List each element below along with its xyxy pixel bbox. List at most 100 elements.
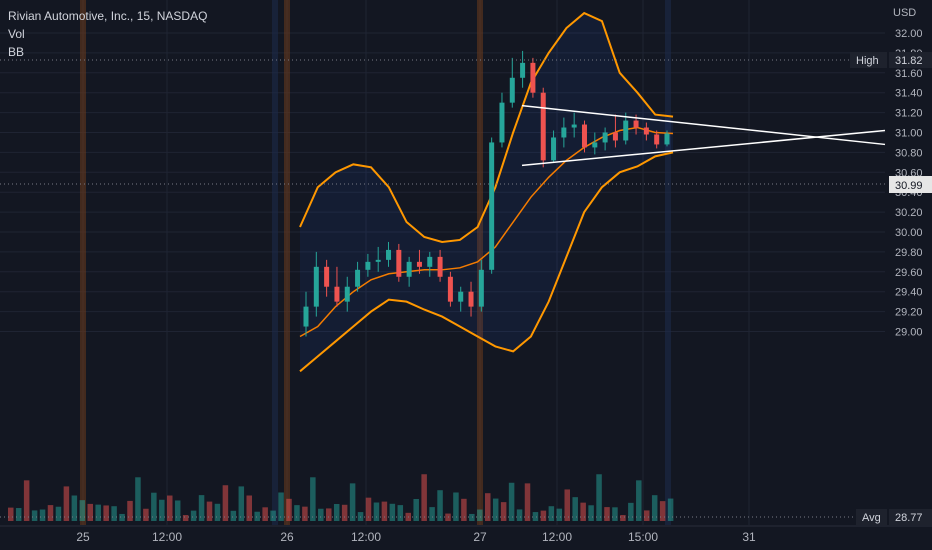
volume-bar: [182, 515, 189, 521]
volume-bar: [230, 510, 237, 521]
y-tick-label: 29.20: [895, 307, 923, 319]
candle-body: [623, 120, 629, 141]
candle-body: [489, 142, 495, 270]
volume-bar: [63, 486, 70, 521]
volume-bar: [588, 505, 594, 521]
volume-bar: [55, 506, 62, 521]
volume-bar: [326, 508, 332, 521]
volume-bar: [23, 480, 30, 521]
volume-bar: [413, 498, 419, 521]
volume-bar: [87, 503, 93, 521]
x-tick-label: 12:00: [152, 530, 182, 544]
volume-bar: [214, 503, 221, 521]
upper-trendline[interactable]: [521, 104, 886, 146]
volume-bar: [524, 483, 531, 521]
volume-bar: [349, 483, 356, 521]
volume-bar: [580, 502, 586, 521]
x-tick-label: 25: [76, 530, 90, 544]
volume-bar: [548, 506, 555, 521]
x-tick-label: 12:00: [351, 530, 381, 544]
x-tick-label: 26: [280, 530, 294, 544]
candle-body: [571, 124, 577, 128]
volume-bar: [556, 508, 563, 521]
candle-body: [581, 124, 587, 148]
volume-bar: [373, 502, 380, 521]
bollinger-indicator-label[interactable]: BB: [8, 45, 25, 59]
candle-body: [396, 249, 402, 277]
candle-body: [386, 249, 392, 260]
bollinger-basis: [299, 126, 674, 338]
avg-tag-value: 28.77: [895, 512, 923, 524]
volume-bar: [453, 492, 459, 521]
y-tick-label: 31.60: [895, 68, 923, 80]
volume-bar: [262, 507, 268, 521]
volume-bar: [286, 498, 292, 521]
candles: [303, 50, 670, 337]
volume-bar: [659, 501, 666, 521]
y-tick-label: 32.00: [895, 28, 923, 40]
volume-bar: [651, 495, 658, 521]
session-start-marker: [477, 0, 483, 525]
candle-body: [437, 256, 443, 277]
volume-bar: [238, 486, 245, 521]
candle-body: [447, 276, 453, 302]
volume-bar: [636, 480, 642, 521]
candle-body: [416, 261, 422, 267]
candle-body: [643, 127, 649, 135]
bollinger-lower: [299, 151, 674, 373]
volume-bar: [270, 510, 276, 521]
candle-body: [406, 261, 412, 277]
x-tick-label: 31: [742, 530, 756, 544]
volume-bar: [174, 500, 181, 521]
y-tick-label: 30.20: [895, 207, 923, 219]
volume-bar: [620, 515, 626, 521]
volume-bar: [135, 477, 141, 521]
volume-bar: [628, 502, 634, 521]
candle-body: [530, 62, 536, 93]
volume-bar: [31, 510, 38, 521]
price-axis[interactable]: USD 32.0031.8031.6031.4031.2031.0030.803…: [893, 7, 923, 339]
candle-body: [375, 259, 381, 262]
volume-bar: [119, 513, 125, 521]
volume-bar: [516, 509, 523, 521]
volume-bar: [39, 509, 46, 521]
volume-bar: [572, 497, 578, 521]
triangle-trendlines[interactable]: [521, 104, 886, 167]
volume-bar: [564, 489, 570, 521]
volume-bar: [341, 504, 348, 521]
volume-bar: [103, 505, 109, 521]
session-end-marker: [272, 0, 278, 525]
volume-bar: [8, 507, 14, 521]
last-price-tag: 30.99: [889, 176, 932, 193]
volume-bar: [246, 495, 252, 521]
candle-body: [324, 266, 330, 287]
high-price-tag: High 31.82: [850, 52, 932, 68]
volume-indicator-label[interactable]: Vol: [8, 27, 25, 41]
currency-label: USD: [893, 7, 916, 19]
bollinger-upper: [299, 11, 674, 243]
volume-bar: [190, 510, 197, 521]
volume-bar: [532, 512, 539, 521]
volume-bar: [492, 498, 499, 521]
volume-bar: [111, 506, 117, 521]
candle-body: [468, 291, 474, 307]
volume-bar: [143, 508, 149, 521]
volume-bar: [397, 505, 404, 521]
volume-bar: [15, 508, 22, 521]
last-price-value: 30.99: [895, 180, 923, 192]
volume-bar: [421, 474, 427, 521]
volume-bar: [95, 504, 101, 521]
volume-bar: [222, 485, 229, 521]
lower-trendline[interactable]: [521, 129, 886, 167]
symbol-title[interactable]: Rivian Automotive, Inc., 15, NASDAQ: [8, 9, 208, 23]
chart-legend: Rivian Automotive, Inc., 15, NASDAQ Vol …: [8, 7, 207, 61]
x-tick-label: 12:00: [542, 530, 572, 544]
time-axis[interactable]: 25 12:00 26 12:00 27 12:00 15:00 31: [0, 525, 932, 544]
y-tick-label: 31.40: [895, 88, 923, 100]
volume-bar: [333, 504, 340, 521]
candle-body: [344, 286, 350, 302]
x-tick-label: 27: [473, 530, 487, 544]
candle-body: [664, 133, 670, 145]
volume-bar: [71, 495, 78, 521]
